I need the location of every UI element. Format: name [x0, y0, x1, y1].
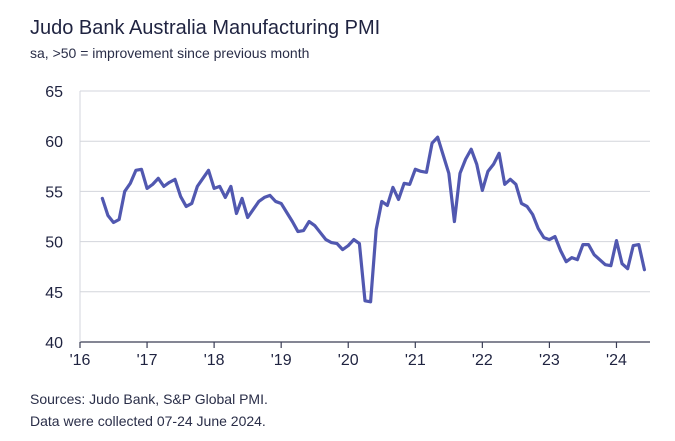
collection-note: Data were collected 07-24 June 2024.: [30, 413, 266, 429]
y-tick-label-40: 40: [45, 335, 63, 352]
chart-subtitle: sa, >50 = improvement since previous mon…: [30, 45, 310, 61]
x-tick-label-2016: '16: [70, 352, 91, 369]
x-tick-label-2019: '19: [271, 352, 292, 369]
y-tick-label-55: 55: [45, 184, 63, 201]
x-tick-label-2018: '18: [204, 352, 225, 369]
x-tick-label-2023: '23: [539, 352, 560, 369]
y-axis-ticks: 40 45 50 55 60 65: [45, 84, 63, 352]
x-tick-label-2022: '22: [472, 352, 493, 369]
chart-title: Judo Bank Australia Manufacturing PMI: [30, 17, 381, 39]
x-tick-label-2024: '24: [606, 352, 627, 369]
y-tick-label-45: 45: [45, 285, 63, 302]
y-tick-label-60: 60: [45, 134, 63, 151]
y-tick-label-65: 65: [45, 84, 63, 101]
series-line-pmi: [100, 135, 647, 304]
y-tick-label-50: 50: [45, 235, 63, 252]
x-tick-label-2020: '20: [338, 352, 359, 369]
gridlines: [79, 90, 650, 343]
source-note: Sources: Judo Bank, S&P Global PMI.: [30, 391, 268, 407]
x-tick-label-2017: '17: [137, 352, 158, 369]
x-tick-label-2021: '21: [405, 352, 426, 369]
series-group: [100, 135, 647, 304]
x-axis-ticks: '16 '17 '18 '19 '20 '21 '22 '23 '24: [70, 342, 627, 369]
